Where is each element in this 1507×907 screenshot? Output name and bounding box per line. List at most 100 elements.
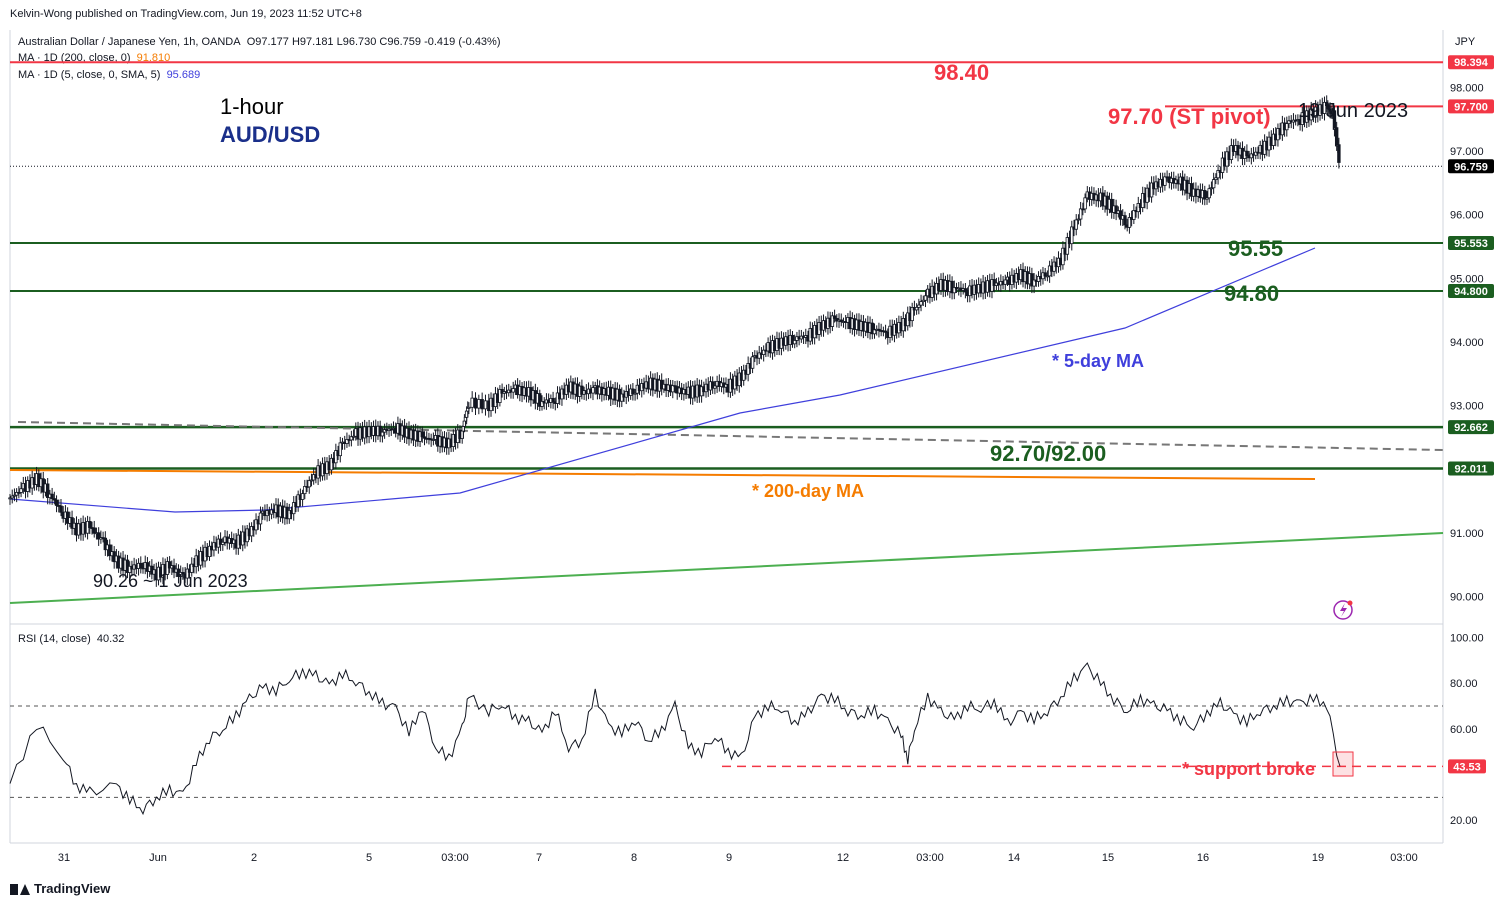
- candle-body: [249, 526, 254, 537]
- candle-body: [483, 400, 488, 410]
- candle-body: [1045, 275, 1050, 278]
- candle-body: [1076, 218, 1081, 221]
- support-9480-label: 94.80: [1224, 281, 1279, 306]
- footer-brand: TradingView: [34, 881, 111, 896]
- pair-label: AUD/USD: [220, 122, 320, 147]
- candle-body: [254, 519, 258, 531]
- candle-body: [96, 532, 101, 540]
- time-tick-label: 16: [1197, 852, 1209, 864]
- candle-body: [309, 479, 314, 482]
- candle-body: [167, 561, 172, 569]
- candle-body: [1216, 170, 1220, 179]
- candle-body: [477, 399, 481, 409]
- candle-body: [742, 369, 746, 381]
- time-tick-label: 03:00: [916, 852, 944, 864]
- candle-body: [551, 397, 555, 403]
- candle-body: [296, 494, 300, 508]
- candle-body: [950, 280, 954, 294]
- candle-body: [181, 572, 185, 575]
- ma5-legend[interactable]: MA · 1D (5, close, 0, SMA, 5) 95.689: [18, 69, 200, 81]
- candle-body: [139, 562, 143, 569]
- candle-body: [830, 315, 835, 327]
- rsi-legend-value: 40.32: [96, 633, 125, 645]
- candle-body: [1078, 208, 1083, 220]
- time-tick-label: 15: [1102, 852, 1114, 864]
- candle-body: [1149, 182, 1154, 198]
- ma200-legend[interactable]: MA · 1D (200, close, 0) 91.810: [18, 52, 170, 64]
- candle-body: [923, 295, 928, 301]
- candle-body: [710, 381, 715, 389]
- candle-body: [883, 330, 888, 333]
- dashed-downtrend-line: [17, 421, 1444, 451]
- rsi-legend-label: RSI (14, close): [18, 633, 91, 645]
- price-tick-label: 96.000: [1450, 210, 1484, 222]
- candle-body: [746, 363, 750, 375]
- candle-body: [633, 392, 637, 395]
- candle-body: [12, 494, 17, 497]
- candle-body: [631, 388, 635, 395]
- ma5-line: [9, 247, 1316, 513]
- time-tick-label: Jun: [149, 852, 167, 864]
- price-tick-label: 97.000: [1450, 146, 1484, 158]
- candle-body: [378, 425, 382, 437]
- candle-body: [422, 436, 427, 439]
- candle-body: [963, 288, 968, 293]
- candle-body: [345, 439, 349, 444]
- chart-canvas[interactable]: 98.000 97.000 96.000 95.000 94.000 93.000 91.0…: [0, 0, 1507, 880]
- candle-body: [50, 493, 54, 500]
- candle-body: [329, 457, 334, 471]
- candle-body: [1032, 279, 1036, 287]
- price-label-text: 96.759: [1454, 161, 1488, 173]
- time-tick-label: 14: [1008, 852, 1020, 864]
- candle-body: [17, 491, 21, 494]
- candle-body: [467, 406, 471, 409]
- candle-body: [52, 498, 57, 501]
- candle-body: [1061, 247, 1065, 266]
- rsi-tick-label: 20.00: [1450, 815, 1478, 827]
- candle-body: [1249, 153, 1254, 159]
- candle-body: [1118, 210, 1123, 220]
- candle-body: [1132, 210, 1136, 220]
- candle-body: [258, 512, 263, 525]
- rsi-legend[interactable]: RSI (14, close) 40.32: [18, 633, 124, 645]
- price-tick-label: 98.000: [1450, 82, 1484, 94]
- candle-body: [540, 401, 544, 407]
- candle-body: [19, 488, 23, 493]
- support-9555-label: 95.55: [1228, 236, 1283, 261]
- price-label-box: [1448, 159, 1494, 174]
- candle-body: [1043, 272, 1047, 277]
- candle-body: [10, 495, 14, 499]
- candle-body: [380, 431, 385, 437]
- candle-body: [1285, 123, 1289, 131]
- candle-body: [671, 385, 675, 393]
- candle-body: [1083, 197, 1087, 210]
- price-tick-label: 93.000: [1450, 401, 1484, 413]
- symbol-title[interactable]: Australian Dollar / Japanese Yen, 1h, OA…: [18, 36, 241, 48]
- rsi-line: [9, 662, 1443, 816]
- candle-body: [92, 527, 96, 534]
- candle-body: [1214, 177, 1218, 180]
- candle-body: [1211, 179, 1216, 189]
- candle-body: [511, 388, 515, 393]
- candle-body: [351, 435, 356, 438]
- candle-body: [757, 352, 761, 359]
- time-tick-label: 5: [366, 852, 372, 864]
- candle-body: [952, 287, 956, 294]
- candle-body: [761, 349, 766, 355]
- candle-body: [872, 329, 877, 335]
- rsi-polyline: [9, 662, 1341, 816]
- price-label-text: 95.553: [1454, 238, 1488, 250]
- candle-body: [1003, 279, 1007, 285]
- candle-body: [1322, 101, 1327, 114]
- rsi-highlight-box: [1332, 751, 1354, 777]
- rsi-tick-label: 60.00: [1450, 724, 1478, 736]
- candle-body: [1209, 187, 1214, 190]
- ma5-note: * 5-day MA: [1052, 351, 1144, 371]
- lightning-icon[interactable]: [1333, 600, 1353, 620]
- candle-body: [221, 541, 225, 545]
- tradingview-footer[interactable]: TradingView: [10, 881, 110, 896]
- candle-body: [870, 322, 874, 335]
- candle-body: [185, 568, 190, 579]
- candle-body: [103, 537, 108, 551]
- price-label-box: [1448, 99, 1494, 114]
